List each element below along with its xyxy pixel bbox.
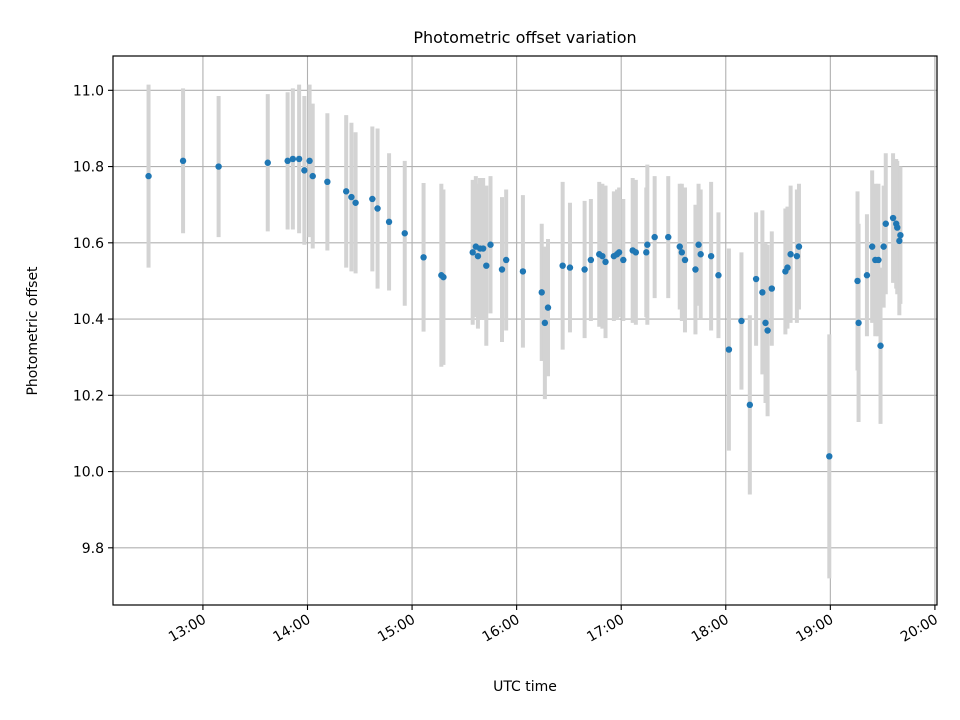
data-point: [559, 262, 566, 269]
data-point: [762, 319, 769, 327]
data-point: [896, 237, 903, 245]
data-point: [306, 157, 313, 165]
data-point: [632, 249, 640, 256]
data-point: [179, 157, 187, 165]
data-point: [795, 243, 803, 250]
y-tick-label: 10.8: [73, 160, 104, 176]
data-point: [768, 285, 775, 292]
y-tick-label: 10.4: [73, 312, 104, 328]
y-tick-label: 10.0: [73, 465, 104, 481]
y-tick-label: 11.0: [73, 83, 104, 99]
data-point: [644, 241, 651, 248]
data-point: [385, 218, 393, 226]
data-point: [877, 342, 884, 349]
y-tick-label: 10.2: [73, 388, 104, 404]
data-point: [880, 243, 887, 250]
data-point: [474, 252, 482, 260]
data-point: [502, 256, 510, 264]
data-point: [875, 256, 882, 264]
data-point: [479, 245, 487, 252]
data-point: [295, 155, 303, 163]
data-point: [787, 251, 794, 258]
data-point: [581, 266, 588, 273]
data-point: [587, 256, 595, 264]
data-point: [651, 233, 658, 241]
data-point: [752, 275, 760, 283]
y-tick-label: 9.8: [82, 541, 104, 557]
data-point: [324, 178, 331, 186]
data-point: [544, 304, 552, 311]
data-point: [897, 231, 904, 239]
data-point: [868, 243, 876, 250]
data-point: [469, 249, 476, 256]
data-point: [692, 266, 699, 273]
data-point: [342, 188, 350, 195]
y-axis-label: Photometric offset: [25, 266, 41, 396]
data-point: [826, 453, 833, 460]
data-point: [695, 241, 702, 248]
data-point: [894, 224, 901, 231]
data-point: [352, 199, 359, 206]
data-point: [420, 254, 427, 261]
data-point: [863, 272, 871, 279]
data-point: [855, 319, 862, 327]
data-point: [519, 268, 527, 275]
data-point: [759, 289, 766, 296]
data-point: [738, 317, 745, 325]
data-point: [678, 249, 686, 256]
data-point: [715, 272, 722, 279]
data-point: [566, 264, 574, 271]
data-point: [301, 167, 308, 174]
data-point: [889, 214, 897, 222]
data-point: [725, 346, 733, 353]
data-point: [784, 264, 791, 271]
data-point: [676, 243, 683, 250]
data-point: [498, 266, 506, 273]
data-point: [440, 273, 447, 281]
data-point: [665, 233, 672, 241]
data-point: [348, 193, 355, 201]
data-point: [854, 277, 861, 285]
data-point: [541, 319, 549, 327]
data-point: [599, 252, 606, 260]
y-axis-ticks: 9.8 10.0 10.2 10.4 10.6 10.8 11.0: [73, 83, 113, 557]
y-tick-label: 10.6: [73, 236, 104, 252]
data-point: [764, 327, 771, 334]
data-point: [615, 249, 623, 256]
data-point: [538, 289, 545, 296]
data-point: [289, 155, 297, 163]
data-point: [309, 172, 316, 180]
data-point: [643, 249, 650, 256]
x-axis-label: UTC time: [493, 679, 557, 695]
data-point: [487, 241, 494, 248]
data-point: [401, 230, 408, 237]
data-point: [882, 220, 889, 227]
data-point: [483, 262, 490, 269]
data-point: [620, 256, 627, 264]
data-point: [284, 157, 291, 165]
data-point: [746, 401, 754, 409]
data-point: [602, 258, 609, 266]
data-point: [697, 251, 704, 258]
data-points: [145, 155, 904, 460]
plot-frame: [112, 55, 938, 606]
data-point: [145, 172, 152, 180]
data-point: [374, 205, 381, 212]
data-point: [681, 256, 689, 264]
data-point: [369, 195, 376, 203]
chart-title: Photometric offset variation: [413, 28, 636, 47]
data-point: [707, 252, 715, 260]
data-point: [793, 252, 801, 260]
data-point: [264, 159, 271, 166]
data-point: [215, 163, 222, 170]
